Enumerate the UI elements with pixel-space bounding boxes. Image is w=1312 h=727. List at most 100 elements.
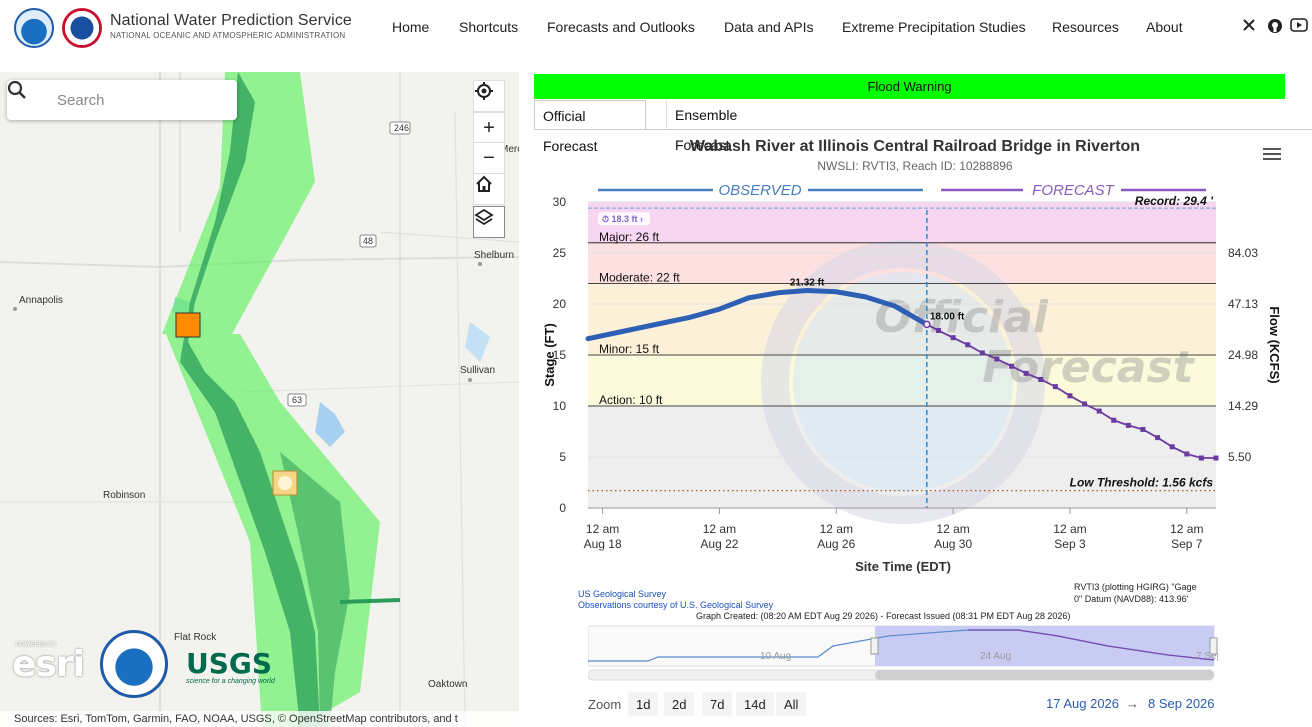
zoom-in-button[interactable]: + — [473, 112, 505, 144]
search-icon[interactable] — [7, 80, 27, 100]
forecast-point — [1067, 393, 1073, 399]
forecast-point — [1184, 451, 1190, 457]
noaa-logo[interactable] — [14, 8, 54, 48]
forecast-point — [1023, 370, 1029, 376]
hydrograph-panel: Flood Warning Official Forecast Ensemble… — [528, 72, 1312, 727]
zoom-all-button[interactable]: All — [776, 692, 807, 716]
graph-created: Graph Created: (08:20 AM EDT Aug 29 2026… — [696, 611, 1071, 621]
layers-button[interactable] — [473, 206, 505, 238]
zoom-14d-button[interactable]: 14d — [736, 692, 774, 716]
nav-resources[interactable]: Resources — [1052, 19, 1119, 35]
navigator-label: 24 Aug — [980, 651, 1011, 662]
observed-series-line — [585, 288, 930, 342]
youtube-icon[interactable] — [1290, 18, 1308, 36]
zoom-label: Zoom — [588, 697, 622, 712]
nav-data-apis[interactable]: Data and APIs — [724, 19, 814, 35]
navigator-label: 7 Sep — [1196, 651, 1218, 662]
range-to[interactable]: 8 Sep 2026 — [1148, 696, 1215, 711]
crest-badge: ⏱ 18.3 ft › — [602, 214, 643, 224]
y-tick-label: 20 — [553, 297, 567, 311]
nav-about[interactable]: About — [1146, 19, 1183, 35]
zoom-2d-button[interactable]: 2d — [664, 692, 695, 716]
zoom-7d-button[interactable]: 7d — [702, 692, 733, 716]
usgs-logo: USGS — [186, 647, 273, 680]
chart-navigator[interactable]: 10 Aug 24 Aug 7 Sep — [588, 624, 1218, 682]
navigator-scroll-thumb — [875, 670, 1214, 680]
flow-tick-label: 14.29 — [1228, 399, 1258, 413]
home-icon — [476, 175, 492, 192]
place-merom: Merom — [500, 144, 519, 155]
y-tick-label: 10 — [553, 399, 567, 413]
crest-badge-bg — [598, 212, 650, 226]
forecast-point — [979, 350, 985, 356]
nav-forecasts-outlooks[interactable]: Forecasts and Outlooks — [547, 19, 695, 35]
y-tick-label: 0 — [559, 501, 566, 515]
navigator-handle-left — [870, 637, 879, 655]
forecast-point — [936, 328, 942, 334]
threshold-label: Moderate: 22 ft — [599, 271, 680, 285]
x-tick-label: 12 am — [820, 522, 853, 536]
nav-shortcuts[interactable]: Shortcuts — [459, 19, 519, 35]
flow-tick-label: 47.13 — [1228, 297, 1258, 311]
noaa-map-logo — [100, 630, 168, 698]
x-tick-label: 12 am — [1053, 522, 1086, 536]
x-icon[interactable] — [1240, 18, 1258, 36]
chart-menu-icon[interactable] — [1263, 148, 1281, 162]
tab-official-forecast[interactable]: Official Forecast — [534, 100, 646, 154]
watermark-disc — [793, 272, 1013, 492]
place-sullivan: Sullivan — [460, 365, 496, 376]
highway-246: 246 — [394, 123, 410, 133]
forecast-point — [1052, 384, 1058, 390]
forecast-point — [1169, 444, 1175, 450]
zoom-out-button[interactable]: − — [473, 142, 505, 174]
y-axis-title: Stage (FT) — [542, 323, 557, 387]
highway-63: 63 — [292, 395, 303, 405]
map-search-input[interactable] — [57, 89, 227, 111]
chart-title: Wabash River at Illinois Central Railroa… — [689, 138, 1141, 155]
flow-tick-label: 84.03 — [1228, 246, 1258, 260]
forecast-point — [1155, 435, 1161, 441]
forecast-point — [1213, 455, 1219, 461]
x-tick-label: Aug 22 — [700, 537, 738, 551]
flow-tick-label: 24.98 — [1228, 348, 1258, 362]
y-tick-label: 5 — [559, 450, 566, 464]
place-shelburn: Shelburn — [474, 250, 515, 261]
map-canvas[interactable] — [0, 72, 519, 727]
navigator-selection — [875, 626, 1214, 666]
watermark-text-1: Official — [875, 292, 1049, 343]
x-axis-title: Site Time (EDT) — [855, 559, 951, 574]
site-title[interactable]: National Water Prediction Service — [110, 12, 352, 29]
place-robinson: Robinson — [103, 490, 146, 501]
navigator-handle-right — [1209, 637, 1218, 655]
flow-tick-label: 5.50 — [1228, 450, 1252, 464]
low-threshold-label: Low Threshold: 1.56 kcfs — [1070, 476, 1214, 490]
map-search-box — [7, 80, 237, 120]
highway-48: 48 — [363, 236, 374, 246]
x-tick-label: Aug 18 — [584, 537, 622, 551]
locate-button[interactable] — [473, 80, 505, 112]
nav-home[interactable]: Home — [392, 19, 430, 35]
usgs-tagline: science for a changing world — [186, 678, 275, 685]
x-tick-label: 12 am — [936, 522, 969, 536]
y-tick-label: 30 — [553, 195, 567, 209]
forecast-point — [1038, 376, 1044, 382]
range-from[interactable]: 17 Aug 2026 — [1046, 696, 1120, 711]
tab-ensemble-forecast[interactable]: Ensemble Forecast — [666, 100, 796, 153]
github-icon[interactable] — [1266, 18, 1284, 36]
forecast-point — [1096, 408, 1102, 414]
map-attribution: Sources: Esri, TomTom, Garmin, FAO, NOAA… — [0, 711, 519, 727]
map-view[interactable]: Annapolis Robinson Flat Rock Oaktown She… — [0, 72, 519, 727]
source-courtesy[interactable]: Observations courtesy of U.S. Geological… — [578, 600, 774, 610]
source-link[interactable]: US Geological Survey — [578, 589, 667, 599]
zoom-1d-button[interactable]: 1d — [628, 692, 659, 716]
nws-logo[interactable] — [62, 8, 102, 48]
y2-axis-title: Flow (KCFS) — [1267, 306, 1282, 383]
forecast-point — [1198, 455, 1204, 461]
x-tick-label: Aug 30 — [934, 537, 972, 551]
range-arrow: → — [1126, 696, 1139, 711]
nav-extreme-precipitation[interactable]: Extreme Precipitation Studies — [842, 19, 1026, 35]
forecast-point — [950, 335, 956, 341]
forecast-point — [1082, 401, 1088, 407]
home-button[interactable] — [473, 173, 505, 205]
